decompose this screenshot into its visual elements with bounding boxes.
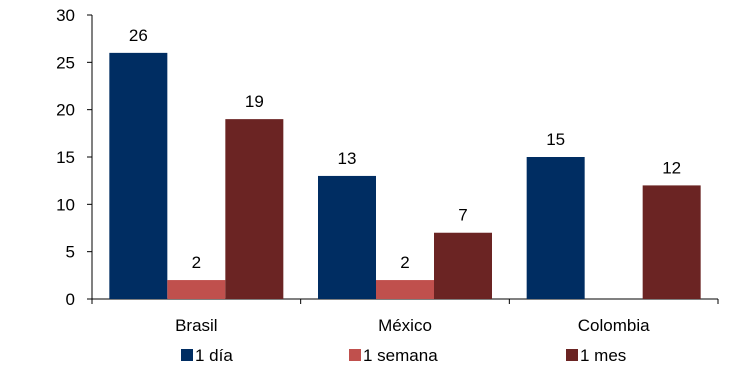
legend-swatch xyxy=(566,349,578,361)
category-label: Brasil xyxy=(175,316,218,335)
bar-Colombia-1 mes xyxy=(642,185,701,299)
bar-Colombia-1 día xyxy=(526,157,585,299)
data-label: 2 xyxy=(192,253,201,272)
data-label: 26 xyxy=(129,26,148,45)
y-axis: 0 5 10 15 20 25 30 xyxy=(56,6,93,309)
bar-Brasil-1 día xyxy=(109,52,168,299)
y-tick-label: 15 xyxy=(56,148,75,167)
bar-Brasil-1 semana xyxy=(167,280,226,299)
bar-México-1 mes xyxy=(434,232,492,299)
bar-México-1 semana xyxy=(376,280,434,299)
legend-item: 1 día xyxy=(181,346,233,365)
legend-swatch xyxy=(181,349,193,361)
y-tick-label: 0 xyxy=(66,290,75,309)
legend-swatch xyxy=(349,349,361,361)
y-tick-label: 30 xyxy=(56,6,75,25)
legend: 1 día 1 semana 1 mes xyxy=(181,346,626,365)
bar-Brasil-1 mes xyxy=(225,119,284,299)
data-label: 7 xyxy=(458,206,467,225)
category-labels: Brasil México Colombia xyxy=(175,316,650,335)
data-label: 2 xyxy=(400,253,409,272)
legend-item: 1 semana xyxy=(349,346,438,365)
y-tick-label: 5 xyxy=(66,243,75,262)
legend-label: 1 día xyxy=(195,346,233,365)
x-axis xyxy=(91,298,719,304)
data-label: 19 xyxy=(245,92,264,111)
data-label: 12 xyxy=(662,158,681,177)
data-label: 15 xyxy=(546,130,565,149)
legend-label: 1 mes xyxy=(580,346,626,365)
legend-item: 1 mes xyxy=(566,346,626,365)
bar-México-1 día xyxy=(318,175,376,299)
y-tick-label: 10 xyxy=(56,195,75,214)
data-label: 13 xyxy=(338,149,357,168)
y-tick-label: 20 xyxy=(56,101,75,120)
category-label: Colombia xyxy=(578,316,650,335)
category-label: México xyxy=(378,316,432,335)
legend-label: 1 semana xyxy=(363,346,438,365)
data-labels: 26 2 19 13 2 7 15 12 xyxy=(129,26,681,272)
y-tick-label: 25 xyxy=(56,53,75,72)
bars xyxy=(109,52,701,299)
